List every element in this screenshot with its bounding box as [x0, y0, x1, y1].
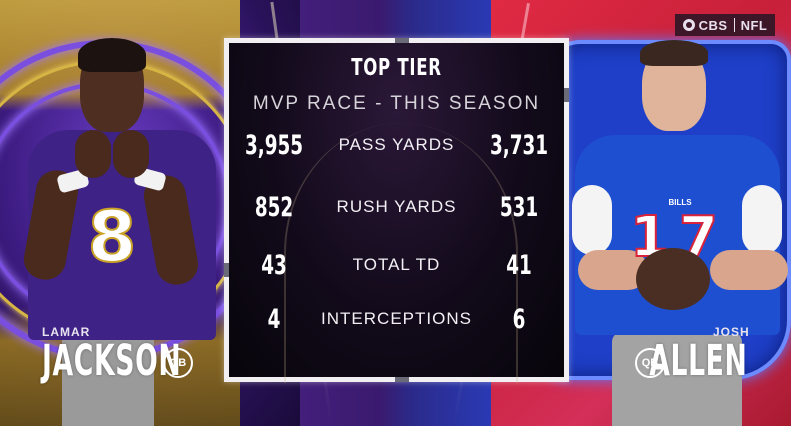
player-right-pants — [612, 332, 742, 426]
stat-left-value: 852 — [254, 191, 294, 223]
player-left-first-name: LAMAR — [42, 325, 91, 339]
stat-right-value: 6 — [512, 303, 526, 335]
stat-row-rush-yards: 852 RUSH YARDS 531 — [229, 189, 564, 225]
graphic-subtitle: MVP RACE - THIS SEASON — [252, 93, 541, 114]
stats-panel: TOP TIER MVP RACE - THIS SEASON 3,955 PA… — [224, 38, 569, 383]
player-right-sleeve — [742, 185, 782, 255]
player-left-position-badge: QB — [163, 348, 193, 378]
stat-row-total-td: 43 TOTAL TD 41 — [229, 247, 564, 283]
stat-right-value: 41 — [506, 249, 532, 281]
logo-divider — [733, 18, 735, 32]
panel-notch — [395, 38, 409, 43]
player-left-hair — [78, 38, 146, 72]
player-left-last-name: JACKSON — [42, 336, 182, 386]
player-left-hand — [113, 130, 149, 178]
nfl-text: NFL — [740, 17, 768, 33]
stat-right-value: 531 — [499, 191, 539, 223]
player-left-pants — [62, 330, 154, 426]
player-right-sleeve — [572, 185, 612, 255]
panel-notch — [564, 88, 569, 102]
cbs-nfl-logo: CBS NFL — [675, 14, 775, 36]
player-right-arm — [710, 250, 788, 290]
cbs-text: CBS — [698, 17, 728, 33]
stat-label: INTERCEPTIONS — [321, 309, 472, 328]
player-right-first-name: JOSH — [713, 325, 750, 339]
stat-row-pass-yards: 3,955 PASS YARDS 3,731 — [229, 127, 564, 163]
stat-label: TOTAL TD — [352, 255, 441, 274]
stat-row-interceptions: 4 INTERCEPTIONS 6 — [229, 301, 564, 337]
stat-left-value: 4 — [267, 303, 281, 335]
stat-left-value: 43 — [261, 249, 287, 281]
player-left-jersey-number: 8 — [87, 195, 138, 279]
panel-notch — [224, 263, 229, 277]
football-icon — [636, 248, 710, 310]
jersey-wordmark: BILLS — [668, 198, 692, 207]
graphic-title: TOP TIER — [351, 55, 442, 81]
player-right-hair — [640, 40, 708, 66]
stat-right-value: 3,731 — [489, 129, 549, 161]
cbs-eye-icon — [682, 19, 695, 31]
panel-notch — [395, 377, 409, 382]
player-left-hand — [75, 130, 111, 178]
player-right-position-badge: QB — [635, 348, 665, 378]
stat-left-value: 3,955 — [244, 129, 304, 161]
stat-label: RUSH YARDS — [336, 197, 457, 216]
stat-label: PASS YARDS — [338, 135, 455, 154]
player-right-last-name: ALLEN — [648, 336, 747, 386]
